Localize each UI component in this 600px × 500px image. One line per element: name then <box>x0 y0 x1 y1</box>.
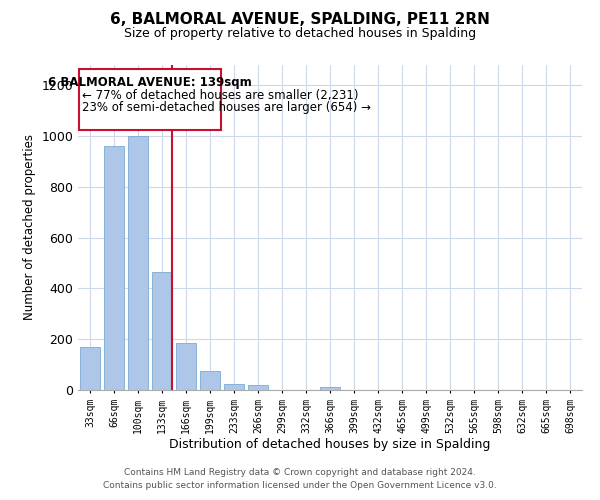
Bar <box>200 371 220 390</box>
Bar <box>128 136 148 390</box>
Bar <box>152 272 172 390</box>
Bar <box>224 384 244 390</box>
Bar <box>104 146 124 390</box>
Y-axis label: Number of detached properties: Number of detached properties <box>23 134 36 320</box>
Bar <box>320 388 340 390</box>
Bar <box>80 347 100 390</box>
Text: ← 77% of detached houses are smaller (2,231): ← 77% of detached houses are smaller (2,… <box>82 88 358 102</box>
Text: 6, BALMORAL AVENUE, SPALDING, PE11 2RN: 6, BALMORAL AVENUE, SPALDING, PE11 2RN <box>110 12 490 28</box>
Text: Contains HM Land Registry data © Crown copyright and database right 2024.
Contai: Contains HM Land Registry data © Crown c… <box>103 468 497 490</box>
Bar <box>248 386 268 390</box>
Bar <box>79 69 221 130</box>
Text: 23% of semi-detached houses are larger (654) →: 23% of semi-detached houses are larger (… <box>82 100 371 114</box>
Text: Size of property relative to detached houses in Spalding: Size of property relative to detached ho… <box>124 28 476 40</box>
Bar <box>176 343 196 390</box>
X-axis label: Distribution of detached houses by size in Spalding: Distribution of detached houses by size … <box>169 438 491 452</box>
Text: 6 BALMORAL AVENUE: 139sqm: 6 BALMORAL AVENUE: 139sqm <box>48 76 252 90</box>
